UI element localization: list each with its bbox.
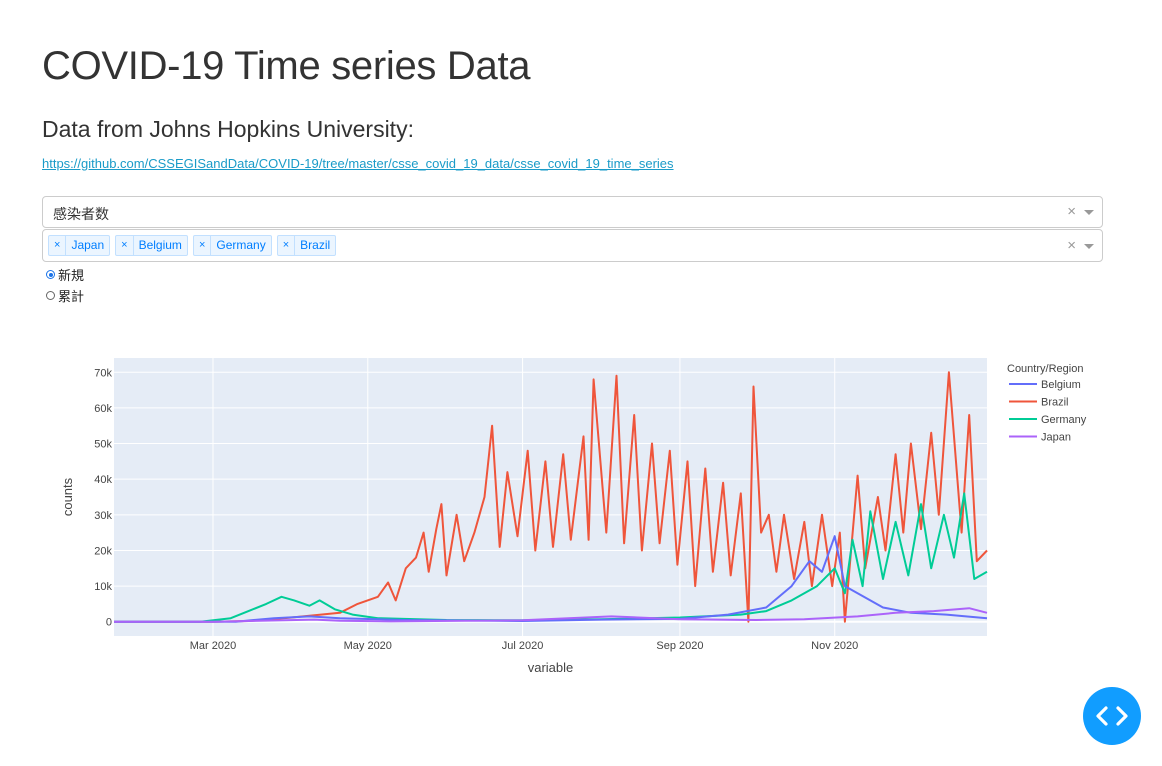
y-tick-label: 30k — [94, 510, 112, 522]
y-tick-label: 60k — [94, 403, 112, 415]
y-tick-label: 10k — [94, 581, 112, 593]
x-tick-label: May 2020 — [344, 640, 392, 652]
remove-tag-icon[interactable]: × — [116, 236, 134, 255]
x-tick-label: Sep 2020 — [656, 640, 703, 652]
remove-tag-icon[interactable]: × — [278, 236, 296, 255]
country-tag-japan: × Japan — [48, 235, 111, 256]
legend-item-brazil: Brazil — [1041, 397, 1069, 409]
plot-area — [114, 358, 987, 636]
series-line-germany — [114, 492, 988, 623]
country-tag-label: Germany — [216, 238, 266, 252]
country-tag-belgium: × Belgium — [115, 235, 188, 256]
code-icon — [1096, 706, 1128, 726]
metric-clear-icon[interactable]: × — [1067, 203, 1076, 220]
metric-dropdown-value: 感染者数 — [53, 206, 109, 222]
y-tick-label: 50k — [94, 439, 112, 451]
country-tag-brazil: × Brazil — [276, 235, 337, 256]
legend-item-japan: Japan — [1041, 432, 1071, 444]
radio-option-new[interactable]: 新規 — [46, 264, 84, 285]
legend-item-belgium: Belgium — [1041, 379, 1081, 391]
y-tick-label: 70k — [94, 367, 112, 379]
country-clear-icon[interactable]: × — [1067, 237, 1076, 254]
y-tick-label: 40k — [94, 474, 112, 486]
series-line-belgium — [114, 535, 988, 623]
radio-label-cumulative: 累計 — [58, 289, 85, 304]
mode-radio-group: 新規 累計 — [46, 264, 84, 306]
legend-item-germany: Germany — [1041, 414, 1087, 426]
remove-tag-icon[interactable]: × — [194, 236, 212, 255]
y-tick-label: 0 — [106, 617, 112, 629]
x-tick-label: Nov 2020 — [811, 640, 858, 652]
x-tick-label: Jul 2020 — [502, 640, 544, 652]
series-line-japan — [114, 607, 988, 623]
radio-label-new: 新規 — [58, 268, 85, 283]
legend-title: Country/Region — [1007, 363, 1083, 375]
radio-button-cumulative[interactable] — [46, 291, 55, 300]
page-title: COVID-19 Time series Data — [42, 44, 531, 88]
country-tag-label: Belgium — [138, 238, 182, 252]
page-subtitle: Data from Johns Hopkins University: — [42, 116, 414, 142]
chevron-down-icon[interactable] — [1084, 244, 1094, 249]
country-tag-label: Japan — [71, 238, 105, 252]
y-axis-title: counts — [60, 477, 75, 516]
source-link[interactable]: https://github.com/CSSEGISandData/COVID-… — [42, 156, 674, 171]
country-tag-list: × Japan × Belgium × Germany × Brazil — [48, 235, 337, 256]
country-tag-label: Brazil — [300, 238, 331, 252]
remove-tag-icon[interactable]: × — [49, 236, 67, 255]
y-tick-label: 20k — [94, 545, 112, 557]
radio-button-new[interactable] — [46, 270, 55, 279]
country-tag-germany: × Germany — [192, 235, 272, 256]
country-dropdown[interactable]: × Japan × Belgium × Germany × Brazil × — [42, 229, 1103, 262]
chevron-down-icon[interactable] — [1084, 210, 1094, 215]
code-toggle-button[interactable] — [1083, 687, 1141, 745]
x-axis-title: variable — [528, 660, 574, 675]
radio-option-cumulative[interactable]: 累計 — [46, 285, 84, 306]
metric-dropdown[interactable]: 感染者数 × — [42, 196, 1103, 228]
series-line-brazil — [114, 371, 988, 623]
x-tick-label: Mar 2020 — [190, 640, 236, 652]
